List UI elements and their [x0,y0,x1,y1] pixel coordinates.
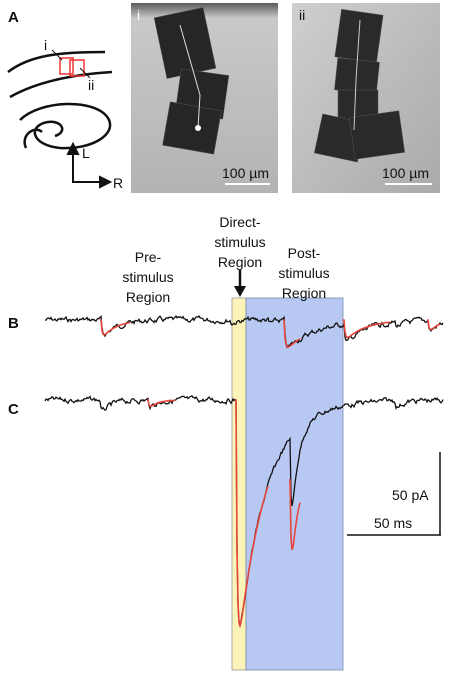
region-label: stimulus [214,234,265,250]
fit [235,399,269,629]
scale-label: 100 µm [222,165,269,181]
image-label: i [137,7,140,23]
region-label: stimulus [278,265,329,281]
scale-label: 50 ms [374,515,412,531]
row-label: B [8,315,19,332]
region-label: Region [282,285,326,301]
region-label: Direct- [219,214,261,230]
schematic [7,50,113,150]
region-label: Region [218,254,262,270]
arrow-head [234,286,246,297]
tiles [153,7,230,155]
region-label: stimulus [122,269,173,285]
region-label: Post- [288,245,321,261]
region-label: Region [126,289,170,305]
fit [289,479,301,550]
neuron [179,24,201,129]
box-ii [69,59,85,77]
axis-label: R [113,175,123,191]
neuron [353,19,361,131]
pointer [51,49,63,61]
fit [147,399,176,408]
axis-label: L [82,145,90,161]
tiles [314,9,405,163]
panel-label: A [8,9,19,26]
box-i [59,57,74,75]
fit [283,319,301,348]
image-label: ii [299,7,305,23]
box-label: ii [88,77,94,93]
row-label: C [8,401,19,418]
region-label: Pre- [135,249,162,265]
fit [427,319,441,331]
fit [343,319,391,339]
scale-label: 50 pA [392,487,429,503]
box-label: i [44,37,47,53]
fit [100,319,131,336]
soma [195,125,201,131]
scale-label: 100 µm [382,165,429,181]
pointer [79,67,91,79]
orientation-arrows [66,141,113,189]
